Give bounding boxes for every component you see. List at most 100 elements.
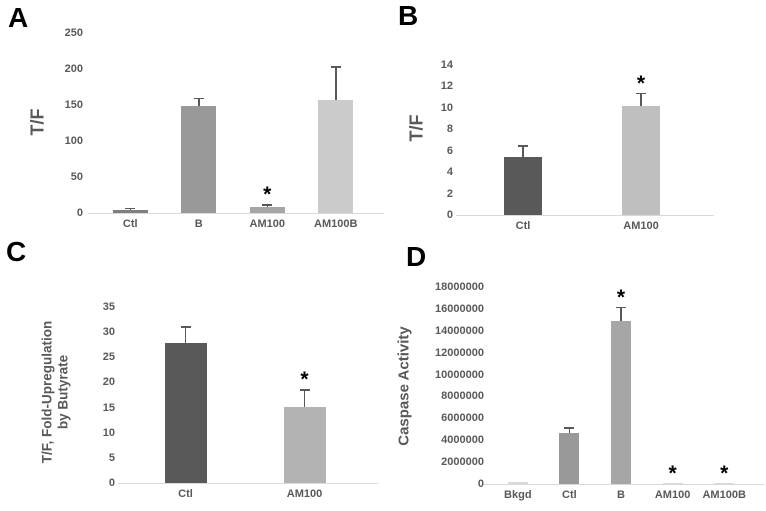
error-bar-cap	[299, 389, 310, 391]
category-label: AM100B	[314, 218, 358, 230]
y-tick-label: 10	[102, 426, 115, 439]
bar	[662, 482, 683, 484]
y-tick-label: 20	[102, 376, 115, 389]
bar	[714, 482, 735, 484]
bar	[622, 105, 660, 215]
error-bar-cap	[636, 92, 646, 95]
y-tick-label: 25	[102, 351, 115, 364]
y-tick-label: 2000000	[441, 456, 484, 469]
y-tick-label: 10	[440, 101, 453, 114]
y-tick-label: 50	[70, 171, 83, 183]
y-tick-label: 8	[446, 123, 453, 136]
error-bar-cap	[330, 66, 341, 68]
y-axis-title: T/F	[406, 114, 427, 142]
y-tick-label: 14	[440, 59, 453, 71]
y-axis-title: T/F	[27, 108, 48, 136]
category-label: B	[617, 489, 625, 501]
panel-label-b: B	[398, 0, 419, 31]
category-label: Ctl	[562, 489, 577, 501]
panel-label-a: A	[8, 2, 29, 33]
y-tick-label: 16000000	[435, 302, 484, 315]
error-bar	[335, 66, 337, 100]
y-axis-title: Caspase Activity	[395, 326, 413, 446]
panel-label-c: C	[6, 236, 27, 267]
y-tick-label: 4000000	[441, 434, 484, 447]
y-tick-label: 2	[446, 187, 453, 200]
bar	[249, 207, 285, 213]
category-label: AM100	[249, 218, 285, 230]
x-axis-baseline	[118, 483, 378, 484]
error-bar-cap	[616, 306, 626, 309]
category-label: Ctl	[122, 218, 138, 230]
category-label: AM100	[286, 488, 323, 500]
significance-asterisk: *	[668, 461, 677, 485]
bar	[504, 157, 542, 215]
y-tick-label: 12000000	[435, 346, 484, 359]
significance-asterisk: *	[263, 183, 272, 207]
category-label: AM100B	[702, 489, 746, 501]
error-bar	[184, 326, 187, 344]
bar	[112, 210, 148, 213]
y-tick-label: 14000000	[435, 324, 484, 337]
significance-asterisk: *	[300, 368, 309, 392]
error-bar-cap	[180, 326, 191, 328]
y-tick-label: 12	[440, 80, 453, 93]
y-tick-label: 18000000	[435, 281, 484, 293]
significance-asterisk: *	[720, 461, 729, 485]
error-bar	[129, 207, 131, 211]
x-axis-baseline	[456, 215, 714, 216]
y-tick-label: 100	[64, 135, 83, 147]
x-axis-baseline	[484, 484, 764, 485]
significance-asterisk: *	[616, 285, 626, 309]
bar	[181, 106, 217, 213]
y-tick-label: 35	[102, 301, 115, 313]
error-bar-cap	[193, 97, 204, 100]
error-bar	[522, 145, 524, 158]
error-bar-cap	[125, 207, 136, 210]
y-tick-label: 5	[108, 451, 115, 464]
y-tick-label: 0	[76, 207, 83, 219]
bar	[164, 343, 207, 483]
category-label: Bkgd	[504, 489, 532, 501]
error-bar-cap	[518, 145, 528, 147]
y-tick-label: 15	[102, 401, 115, 414]
x-axis-baseline	[88, 213, 384, 214]
y-tick-label: 8000000	[441, 390, 484, 403]
category-label: AM100	[623, 220, 659, 232]
y-tick-label: 0	[477, 478, 484, 490]
y-tick-label: 4	[446, 166, 453, 179]
error-bar	[568, 427, 571, 433]
error-bar	[640, 92, 642, 106]
bar	[318, 99, 354, 213]
y-tick-label: 0	[446, 209, 453, 221]
y-tick-label: 10000000	[435, 368, 484, 381]
bar	[611, 320, 631, 484]
category-label: Ctl	[515, 220, 531, 232]
y-tick-label: 6000000	[441, 412, 484, 425]
y-tick-label: 30	[102, 326, 115, 339]
error-bar	[620, 306, 622, 321]
error-bar	[303, 389, 306, 407]
error-bar-cap	[564, 427, 575, 429]
y-axis-title: T/F, Fold-Upregulation by Butyrate	[39, 320, 70, 464]
significance-asterisk: *	[636, 71, 646, 95]
y-tick-label: 0	[108, 477, 115, 489]
y-tick-label: 6	[446, 144, 453, 157]
bar	[559, 432, 580, 484]
error-bar-cap	[262, 204, 273, 206]
y-tick-label: 200	[64, 63, 83, 75]
error-bar	[266, 204, 268, 208]
y-tick-label: 150	[64, 99, 83, 111]
bar	[507, 482, 528, 484]
error-bar	[198, 97, 200, 107]
bar	[283, 406, 326, 483]
panel-label-d: D	[406, 241, 427, 272]
category-label: Ctl	[178, 488, 193, 500]
category-label: B	[194, 218, 203, 230]
category-label: AM100	[654, 489, 691, 501]
